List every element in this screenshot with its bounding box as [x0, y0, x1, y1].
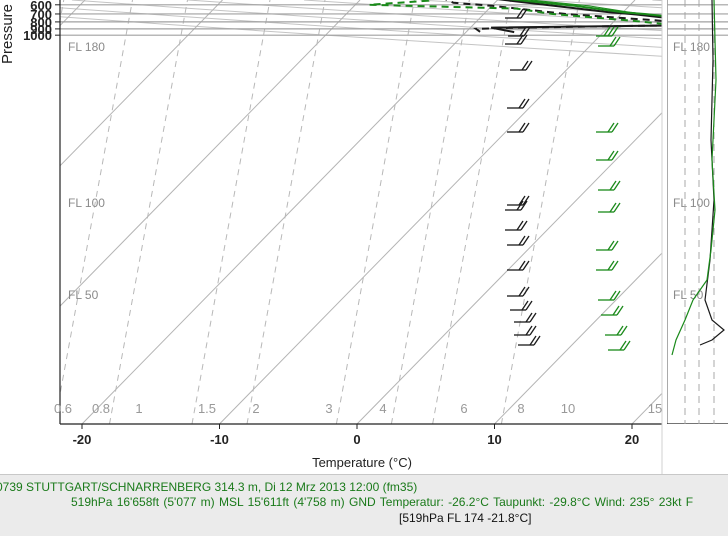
sounding-info-bar: 0739 STUTTGART/SCHNARRENBERG 314.3 m, Di… — [0, 474, 728, 536]
mixing-ratio-label: 1 — [135, 401, 142, 416]
side-flight-level-label: FL 100 — [673, 196, 710, 210]
mixing-ratio-label: 0.8 — [92, 401, 110, 416]
side-flight-level-label: FL 180 — [673, 40, 710, 54]
cursor-values-line: 519hPa 16'658ft (5'077 m) MSL 15'611ft (… — [71, 495, 693, 509]
mixing-ratio-label: 0.6 — [54, 401, 72, 416]
x-tick-label-20: 20 — [625, 432, 639, 447]
x-axis-title: Temperature (°C) — [312, 455, 412, 470]
mixing-ratio-label: 3 — [325, 401, 332, 416]
mixing-ratio-label: 1.5 — [198, 401, 216, 416]
mixing-ratio-label: 6 — [460, 401, 467, 416]
station-info-line: 0739 STUTTGART/SCHNARRENBERG 314.3 m, Di… — [0, 480, 417, 494]
x-tick-label-10: 10 — [487, 432, 501, 447]
y-axis-title: Pressure — [0, 4, 16, 64]
mixing-ratio-label: 2 — [252, 401, 259, 416]
flight-level-label: FL 180 — [68, 40, 105, 54]
x-tick-label--10: -10 — [210, 432, 229, 447]
x-tick-label--20: -20 — [73, 432, 92, 447]
mixing-ratio-label: 10 — [561, 401, 575, 416]
flight-level-label: FL 100 — [68, 196, 105, 210]
mixing-ratio-label: 8 — [517, 401, 524, 416]
mixing-ratio-label: 15 — [648, 401, 662, 416]
x-tick-label-0: 0 — [353, 432, 360, 447]
y-tick-label-1000: 1000 — [23, 28, 52, 43]
flight-level-readout: [519hPa FL 174 -21.8°C] — [399, 511, 531, 525]
flight-level-label: FL 50 — [68, 288, 99, 302]
mixing-ratio-label: 4 — [379, 401, 386, 416]
